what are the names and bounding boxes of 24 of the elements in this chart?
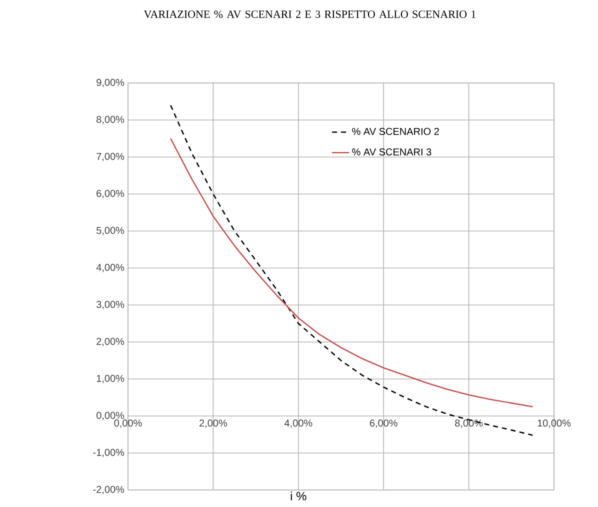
y-tick-label: 4,00% <box>96 264 124 272</box>
legend-label: % AV SCENARIO 2 <box>352 128 439 135</box>
y-tick-label: 7,00% <box>96 152 124 162</box>
y-tick-label: 0,00% <box>96 412 124 420</box>
chart-title: VARIAZIONE % AV SCENARI 2 E 3 RISPETTO ALLO SCENARIO 1 <box>144 10 476 18</box>
y-tick-label: 5,00% <box>96 226 124 236</box>
y-tick-label: 8,00% <box>96 116 124 124</box>
x-tick-label: 2,00% <box>200 420 228 428</box>
y-tick-label: 2,00% <box>96 338 124 346</box>
line-series <box>170 138 534 408</box>
line-series <box>170 104 534 436</box>
legend-label: % AV SCENARI 3 <box>352 148 432 156</box>
y-tick-label: -2,00% <box>93 486 124 494</box>
x-tick-label: 4,00% <box>284 420 312 428</box>
x-tick-label: 6,00% <box>370 420 398 428</box>
x-axis-title: i % <box>290 492 306 500</box>
y-tick-label: 3,00% <box>96 300 124 310</box>
x-tick-label: 10,00% <box>538 420 571 428</box>
x-tick-label: 0,00% <box>114 420 142 428</box>
x-tick-label: 8,00% <box>455 420 483 428</box>
y-tick-label: 1,00% <box>96 374 124 384</box>
y-tick-label: -1,00% <box>93 448 124 458</box>
y-tick-label: 9,00% <box>96 78 124 88</box>
y-tick-label: 6,00% <box>96 190 124 198</box>
